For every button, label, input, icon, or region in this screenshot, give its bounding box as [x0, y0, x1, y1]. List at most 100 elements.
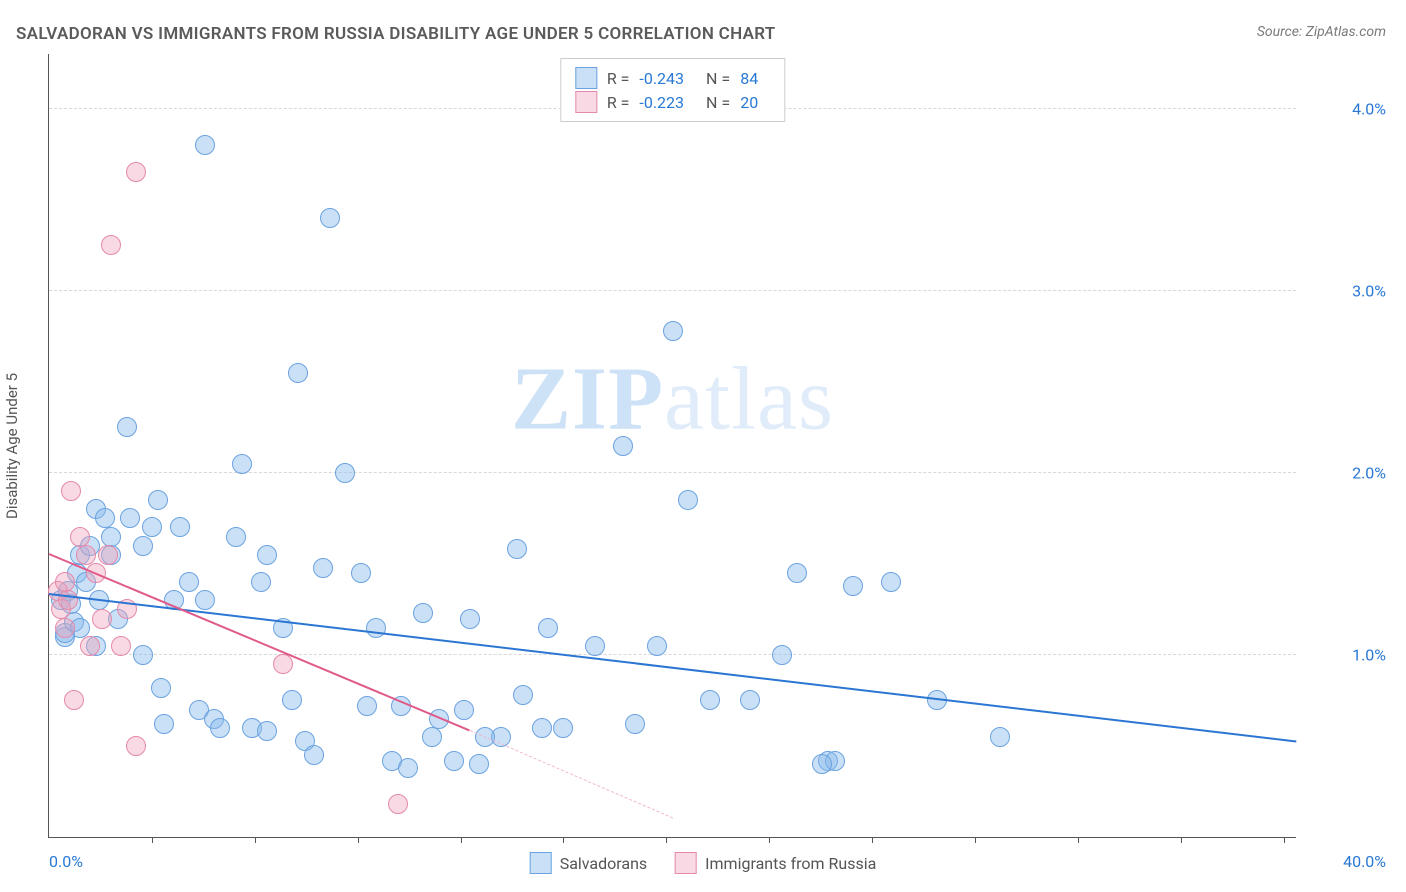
- data-point: [647, 636, 667, 656]
- data-point: [413, 603, 433, 623]
- data-point: [663, 321, 683, 341]
- data-point: [251, 572, 271, 592]
- x-tick: [872, 837, 873, 843]
- data-point: [772, 645, 792, 665]
- data-point: [513, 685, 533, 705]
- data-point: [95, 508, 115, 528]
- chart-container: SALVADORAN VS IMMIGRANTS FROM RUSSIA DIS…: [0, 0, 1406, 892]
- data-point: [740, 690, 760, 710]
- data-point: [117, 417, 137, 437]
- x-tick: [152, 837, 153, 843]
- data-point: [92, 609, 112, 629]
- data-point: [273, 654, 293, 674]
- data-point: [700, 690, 720, 710]
- data-point: [210, 718, 230, 738]
- data-point: [80, 636, 100, 656]
- data-point: [538, 618, 558, 638]
- data-point: [179, 572, 199, 592]
- y-tick-label: 2.0%: [1306, 463, 1386, 482]
- x-tick: [975, 837, 976, 843]
- data-point: [101, 527, 121, 547]
- x-tick: [1181, 837, 1182, 843]
- data-point: [454, 700, 474, 720]
- source-attribution: Source: ZipAtlas.com: [1257, 24, 1386, 40]
- stats-row-salvadorans: R = -0.243 N = 84: [575, 67, 770, 89]
- data-point: [195, 590, 215, 610]
- data-point: [257, 721, 277, 741]
- data-point: [111, 636, 131, 656]
- data-point: [195, 135, 215, 155]
- data-point: [990, 727, 1010, 747]
- stats-row-russia: R = -0.223 N = 20: [575, 91, 770, 113]
- y-tick-label: 1.0%: [1306, 645, 1386, 664]
- data-point: [320, 208, 340, 228]
- correlation-stats-box: R = -0.243 N = 84 R = -0.223 N = 20: [560, 58, 785, 122]
- data-point: [288, 363, 308, 383]
- data-point: [843, 576, 863, 596]
- x-tick: [461, 837, 462, 843]
- y-axis-label: Disability Age Under 5: [3, 373, 21, 519]
- data-point: [133, 536, 153, 556]
- data-point: [55, 572, 75, 592]
- x-tick: [1078, 837, 1079, 843]
- data-point: [881, 572, 901, 592]
- data-point: [126, 736, 146, 756]
- data-point: [304, 745, 324, 765]
- x-tick: [1284, 837, 1285, 843]
- data-point: [460, 609, 480, 629]
- data-point: [444, 751, 464, 771]
- data-point: [388, 794, 408, 814]
- data-point: [282, 690, 302, 710]
- data-point: [226, 527, 246, 547]
- data-point: [120, 508, 140, 528]
- x-tick: [358, 837, 359, 843]
- data-point: [64, 690, 84, 710]
- data-point: [154, 714, 174, 734]
- data-point: [469, 754, 489, 774]
- data-point: [613, 436, 633, 456]
- legend-swatch-pink: [675, 852, 697, 874]
- data-point: [61, 481, 81, 501]
- gridline: [49, 654, 1296, 655]
- trend-line: [49, 593, 1296, 742]
- data-point: [812, 754, 832, 774]
- data-point: [585, 636, 605, 656]
- data-point: [335, 463, 355, 483]
- data-point: [232, 454, 252, 474]
- data-point: [678, 490, 698, 510]
- legend-item-russia: Immigrants from Russia: [675, 852, 876, 874]
- data-point: [142, 517, 162, 537]
- legend-swatch-blue: [575, 67, 597, 89]
- legend-label: Immigrants from Russia: [705, 854, 876, 873]
- legend-swatch-blue: [530, 852, 552, 874]
- data-point: [170, 517, 190, 537]
- scatter-plot: 1.0%2.0%3.0%4.0%0.0%40.0%: [49, 54, 1296, 837]
- data-point: [70, 527, 90, 547]
- data-point: [532, 718, 552, 738]
- data-point: [357, 696, 377, 716]
- data-point: [422, 727, 442, 747]
- data-point: [101, 235, 121, 255]
- data-point: [98, 545, 118, 565]
- legend-label: Salvadorans: [560, 854, 647, 873]
- data-point: [257, 545, 277, 565]
- data-point: [148, 490, 168, 510]
- trend-line: [470, 730, 673, 818]
- x-tick-label: 0.0%: [49, 852, 83, 871]
- x-tick: [563, 837, 564, 843]
- data-point: [151, 678, 171, 698]
- chart-title: SALVADORAN VS IMMIGRANTS FROM RUSSIA DIS…: [16, 24, 776, 44]
- legend-item-salvadorans: Salvadorans: [530, 852, 647, 874]
- data-point: [553, 718, 573, 738]
- data-point: [76, 545, 96, 565]
- data-point: [351, 563, 371, 583]
- gridline: [49, 290, 1296, 291]
- x-tick: [666, 837, 667, 843]
- data-point: [133, 645, 153, 665]
- series-legend: Salvadorans Immigrants from Russia: [530, 852, 877, 874]
- x-tick: [255, 837, 256, 843]
- x-tick-label: 40.0%: [1343, 852, 1386, 871]
- data-point: [625, 714, 645, 734]
- data-point: [55, 618, 75, 638]
- legend-swatch-pink: [575, 91, 597, 113]
